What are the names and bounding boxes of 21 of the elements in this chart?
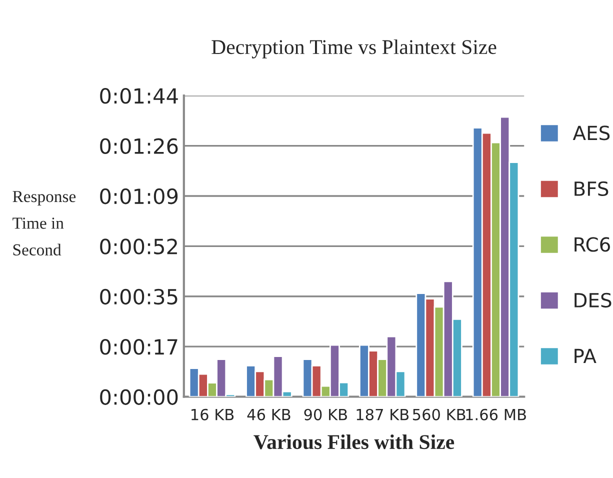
- legend-label: BFS: [574, 181, 608, 196]
- x-axis-title: Various Files with Size: [254, 434, 454, 450]
- y-tick-label: 0:00:35: [100, 288, 178, 305]
- legend-label: DES: [574, 292, 612, 308]
- x-tick-label: 187 KB: [356, 408, 409, 420]
- legend-label: PA: [574, 348, 596, 364]
- x-tick-label: 560 KB: [412, 408, 466, 420]
- x-tick-label: 1.66 MB: [466, 408, 526, 420]
- x-tick-label: 16 KB: [192, 408, 234, 420]
- y-axis-title: Response Time in Second: [12, 191, 76, 256]
- chart-title: Decryption Time vs Plaintext Size: [212, 39, 496, 58]
- y-tick-label: 0:01:26: [100, 138, 178, 154]
- y-tick-label: 0:00:00: [100, 389, 178, 405]
- legend-label: RC6: [574, 237, 610, 252]
- x-tick-label: 46 KB: [247, 408, 290, 420]
- y-tick-label: 0:01:09: [100, 188, 178, 204]
- y-tick-label: 0:00:17: [100, 339, 178, 355]
- y-tick-label: 0:01:44: [100, 88, 178, 104]
- y-tick-label: 0:00:52: [100, 238, 177, 254]
- x-tick-label: 90 KB: [304, 408, 347, 420]
- legend-label: AES: [572, 126, 610, 140]
